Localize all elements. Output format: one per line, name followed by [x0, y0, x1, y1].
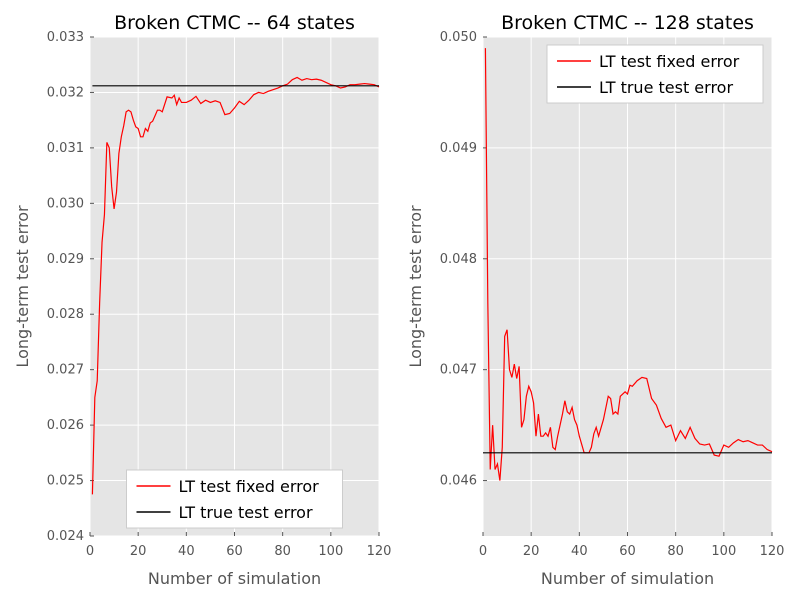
chart-title: Broken CTMC -- 128 states [501, 12, 754, 34]
x-tick-label: 60 [619, 544, 636, 559]
legend: LT test fixed error LT true test error [546, 44, 764, 104]
series-line-fixed-error [91, 76, 380, 495]
y-tick-label: 0.046 [440, 474, 477, 489]
y-axis-label: Long-term test error [13, 205, 32, 368]
y-tick-label: 0.026 [47, 418, 84, 433]
x-axis-label: Number of simulation [148, 569, 321, 588]
y-tick-label: 0.031 [47, 141, 84, 156]
chart-title: Broken CTMC -- 64 states [114, 12, 355, 34]
x-tick-label: 80 [667, 544, 684, 559]
x-tick-label: 100 [318, 544, 343, 559]
y-tick-label: 0.028 [47, 307, 84, 322]
x-tick-label: 20 [130, 544, 147, 559]
y-tick-label: 0.025 [47, 474, 84, 489]
legend: LT test fixed error LT true test error [126, 469, 343, 529]
x-tick-label: 20 [523, 544, 540, 559]
y-axis-label: Long-term test error [406, 205, 425, 368]
series-group [483, 48, 773, 481]
y-tick-label: 0.048 [440, 252, 477, 267]
x-tick-label: 100 [711, 544, 736, 559]
x-axis-label: Number of simulation [541, 569, 714, 588]
legend-label-true: LT true test error [179, 503, 313, 522]
x-tick-label: 60 [226, 544, 243, 559]
x-tick-label: 120 [367, 544, 392, 559]
x-tick-label: 0 [86, 544, 94, 559]
y-tick-label: 0.047 [440, 363, 477, 378]
y-tick-label: 0.032 [47, 85, 84, 100]
y-tick-label: 0.029 [47, 252, 84, 267]
chart-panel-128-states: 0 20 40 60 80 100 120 0.046 0.047 0.048 0.049 0.050… [406, 12, 784, 588]
legend-box [126, 469, 343, 529]
x-tick-label: 40 [178, 544, 195, 559]
series-line-fixed-error [484, 48, 773, 481]
y-tick-label: 0.024 [47, 529, 84, 544]
legend-label-fixed: LT test fixed error [179, 477, 320, 496]
y-tick-label: 0.050 [440, 30, 477, 45]
legend-box [546, 44, 764, 104]
axis-ticks: 0 20 40 60 80 100 120 0.046 0.047 0.048 0.049 0.050 [440, 30, 785, 559]
axis-ticks: 0 20 40 60 80 100 120 0.024 0.025 0.026 0.027 0.028… [47, 30, 392, 559]
legend-label-true: LT true test error [599, 78, 733, 97]
legend-label-fixed: LT test fixed error [599, 52, 740, 71]
chart-panel-64-states: 0 20 40 60 80 100 120 0.024 0.025 0.026 0.027 0.028… [13, 12, 391, 588]
x-tick-label: 120 [760, 544, 785, 559]
series-group [91, 76, 380, 495]
x-tick-label: 40 [571, 544, 588, 559]
x-tick-label: 0 [479, 544, 487, 559]
y-tick-label: 0.049 [440, 141, 477, 156]
y-tick-label: 0.033 [47, 30, 84, 45]
y-tick-label: 0.027 [47, 363, 84, 378]
y-tick-label: 0.030 [47, 196, 84, 211]
x-tick-label: 80 [274, 544, 291, 559]
